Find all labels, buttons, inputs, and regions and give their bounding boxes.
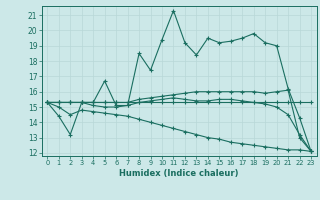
X-axis label: Humidex (Indice chaleur): Humidex (Indice chaleur) [119, 169, 239, 178]
